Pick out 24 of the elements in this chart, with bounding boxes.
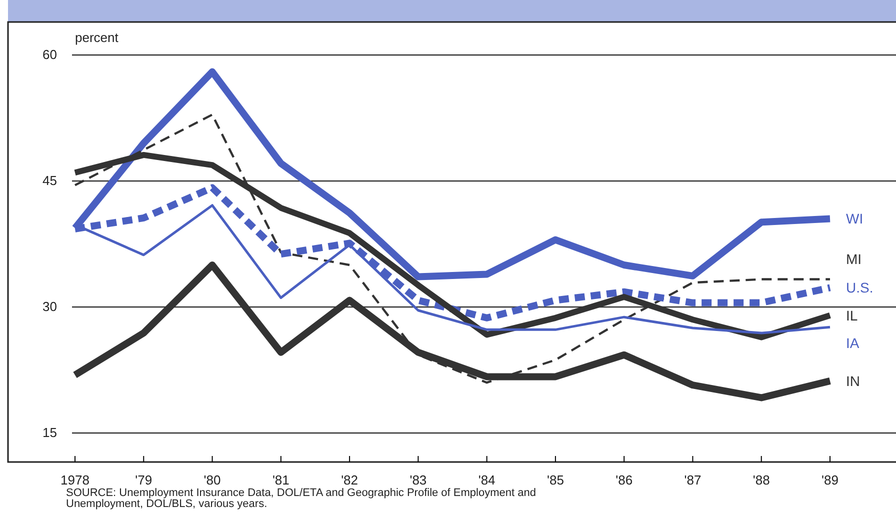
x-tick-label: '80 — [204, 472, 221, 488]
y-tick-label: 30 — [42, 299, 57, 314]
y-tick-label: 60 — [42, 47, 57, 62]
series-label: IN — [846, 372, 860, 389]
x-tick-label: 1978 — [60, 472, 90, 488]
y-tick-label: 15 — [42, 425, 57, 440]
series-label: WI — [846, 210, 864, 227]
x-tick-label: '87 — [684, 472, 702, 488]
x-tick-label: '84 — [478, 472, 496, 488]
y-tick-label: 45 — [42, 173, 57, 188]
x-tick-label: '81 — [272, 472, 290, 488]
series-label: MI — [846, 251, 862, 268]
x-tick-label: '89 — [822, 472, 838, 488]
series-label: IA — [846, 335, 860, 352]
series-label: U.S. — [846, 280, 874, 296]
x-tick-label: '88 — [752, 472, 770, 488]
source-note: SOURCE: Unemployment Insurance Data, DOL/ETA and Geographic Profile of Employment and Unemployment, DOL/BLS, various years. — [66, 487, 536, 510]
x-tick-label: '82 — [341, 472, 358, 488]
x-tick-label: '79 — [135, 472, 152, 488]
x-tick-label: '85 — [546, 472, 564, 488]
x-tick-label: '86 — [616, 472, 633, 488]
series-label: IL — [846, 307, 858, 324]
y-axis-title: percent — [75, 30, 119, 45]
x-tick-label: '83 — [410, 472, 427, 488]
